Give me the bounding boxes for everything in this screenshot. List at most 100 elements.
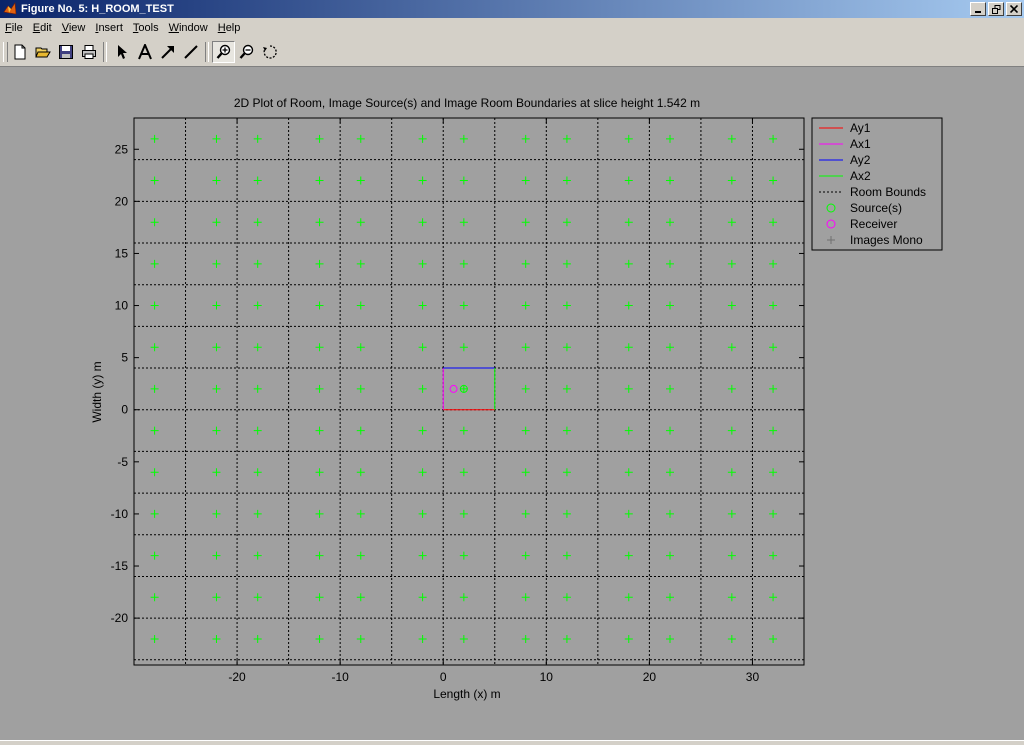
image-source-marker <box>727 468 736 477</box>
image-source-marker <box>212 301 221 310</box>
image-source-marker <box>727 551 736 560</box>
insert-arrow-button[interactable] <box>156 41 179 63</box>
menu-file[interactable]: File <box>5 22 23 34</box>
image-source-marker <box>356 176 365 185</box>
legend-label-ax2: Ax2 <box>850 169 871 183</box>
image-source-marker <box>666 176 674 185</box>
open-file-icon <box>34 47 51 58</box>
image-source-marker <box>521 301 530 310</box>
image-source-marker <box>459 384 468 393</box>
room-image-plot[interactable]: -20 -10 0 10 20 30 -20 -15 -10 -5 0 5 10 15 20 25 2D Pl… <box>0 67 1024 740</box>
toolbar <box>0 38 1024 67</box>
image-source-marker <box>521 551 530 560</box>
image-source-marker <box>212 593 221 602</box>
restore-button[interactable] <box>988 2 1004 16</box>
y-tick-label: -20 <box>111 611 129 625</box>
zoom-in-button[interactable] <box>212 41 235 63</box>
image-source-marker <box>769 301 778 310</box>
image-source-marker <box>562 343 571 352</box>
image-source-marker <box>150 384 159 393</box>
rotate-3d-button[interactable] <box>258 41 281 63</box>
image-source-marker <box>769 634 778 643</box>
close-button[interactable] <box>1006 2 1022 16</box>
image-source-marker <box>459 176 468 185</box>
image-source-marker <box>315 384 324 393</box>
image-source-marker <box>666 384 674 393</box>
insert-text-icon <box>137 44 152 60</box>
image-source-marker <box>212 509 221 518</box>
image-source-marker <box>521 384 530 393</box>
image-source-marker <box>769 218 778 227</box>
new-file-button[interactable] <box>8 41 31 63</box>
image-source-marker <box>521 468 530 477</box>
image-source-marker <box>356 634 365 643</box>
legend-label-ax1: Ax1 <box>850 137 871 151</box>
menu-tools[interactable]: Tools <box>132 22 159 34</box>
print-button[interactable] <box>77 41 100 63</box>
image-source-marker <box>769 468 778 477</box>
image-source-marker <box>212 426 221 435</box>
image-source-marker <box>727 218 736 227</box>
menu-view[interactable]: View <box>61 22 86 34</box>
image-source-marker <box>459 134 468 143</box>
image-source-marker <box>356 509 365 518</box>
print-icon <box>81 45 96 59</box>
image-source-marker <box>521 134 530 143</box>
image-source-marker <box>562 468 571 477</box>
x-tick-label: 30 <box>746 670 760 684</box>
image-source-marker <box>253 509 262 518</box>
image-source-marker <box>562 134 571 143</box>
image-source-marker <box>562 218 571 227</box>
y-tick-label: 10 <box>115 299 129 313</box>
image-source-marker <box>253 468 262 477</box>
image-source-marker <box>356 384 365 393</box>
image-source-marker <box>418 259 427 268</box>
open-file-button[interactable] <box>31 41 54 63</box>
image-source-marker <box>418 218 427 227</box>
menu-window[interactable]: Window <box>168 22 208 34</box>
menu-edit[interactable]: Edit <box>32 22 52 34</box>
image-source-marker <box>769 509 778 518</box>
menu-insert[interactable]: Insert <box>95 22 123 34</box>
insert-line-button[interactable] <box>179 41 202 63</box>
image-source-marker <box>727 426 736 435</box>
image-source-marker <box>150 259 159 268</box>
figure-canvas[interactable]: -20 -10 0 10 20 30 -20 -15 -10 -5 0 5 10 15 20 25 2D Pl… <box>0 67 1024 740</box>
x-axis-label: Length (x) m <box>433 687 500 701</box>
insert-text-button[interactable] <box>133 41 156 63</box>
chart-title: 2D Plot of Room, Image Source(s) and Ima… <box>234 96 700 110</box>
image-source-marker <box>212 218 221 227</box>
image-source-marker <box>356 218 365 227</box>
minimize-button[interactable] <box>970 2 986 16</box>
image-source-marker <box>150 134 159 143</box>
toolbar-grip[interactable] <box>3 42 8 62</box>
image-source-marker <box>315 468 324 477</box>
image-source-marker <box>769 343 778 352</box>
title-bar[interactable]: Figure No. 5: H_ROOM_TEST <box>0 0 1024 18</box>
image-source-marker <box>727 593 736 602</box>
zoom-out-button[interactable] <box>235 41 258 63</box>
image-source-marker <box>418 134 427 143</box>
save-button[interactable] <box>54 41 77 63</box>
image-source-marker <box>212 468 221 477</box>
insert-line-icon <box>183 45 198 59</box>
image-source-marker <box>624 593 633 602</box>
insert-arrow-icon <box>160 46 174 59</box>
image-source-marker <box>253 218 262 227</box>
y-tick-label: 15 <box>115 246 129 260</box>
legend[interactable]: Ay1 Ax1 Ay2 Ax2 Room Bounds Source(s) Re… <box>811 117 943 251</box>
image-source-marker <box>150 218 159 227</box>
image-source-marker <box>459 509 468 518</box>
select-arrow-button[interactable] <box>110 41 133 63</box>
image-source-marker <box>666 134 674 143</box>
menu-help[interactable]: Help <box>217 22 241 34</box>
image-source-marker <box>624 301 633 310</box>
image-source-marker <box>666 468 674 477</box>
image-source-marker <box>459 259 468 268</box>
x-tick-label: 10 <box>540 670 554 684</box>
image-source-marker <box>356 259 365 268</box>
image-source-marker <box>253 551 262 560</box>
image-source-marker <box>150 301 159 310</box>
image-source-marker <box>624 259 633 268</box>
image-source-marker <box>315 593 324 602</box>
